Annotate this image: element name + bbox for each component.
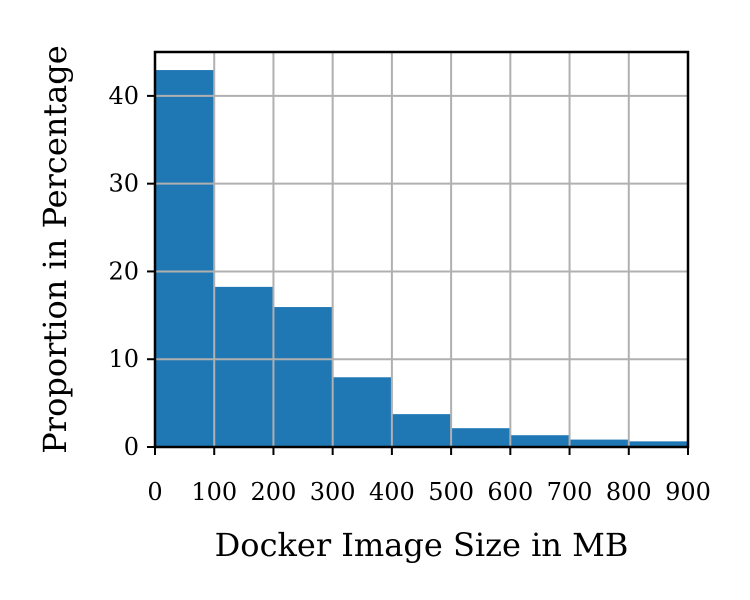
x-tick-label: 300 xyxy=(310,478,356,506)
histogram-bar xyxy=(213,285,274,448)
x-tick-label: 600 xyxy=(487,478,533,506)
histogram-bar xyxy=(272,306,334,448)
x-tick-label: 500 xyxy=(428,478,474,506)
histogram-bar xyxy=(391,413,452,448)
x-tick-label: 100 xyxy=(191,478,237,506)
y-tick-label: 20 xyxy=(108,257,139,285)
x-tick-label: 200 xyxy=(251,478,297,506)
y-tick-label: 0 xyxy=(124,433,139,461)
x-tick-label: 400 xyxy=(369,478,415,506)
y-axis-title: Proportion in Percentage xyxy=(36,45,74,453)
x-tick-label: 900 xyxy=(665,478,711,506)
plot-frame xyxy=(153,50,690,449)
histogram-bar xyxy=(154,69,215,448)
histogram-bar xyxy=(450,427,511,448)
histogram-bar xyxy=(509,434,571,448)
x-tick-label: 0 xyxy=(147,478,162,506)
ticks-layer: 0 100 200 300 400 500 600 700 800 900 0 10 20 30 40 xyxy=(108,82,710,506)
y-tick-label: 30 xyxy=(108,170,139,198)
y-tick-label: 40 xyxy=(108,82,139,110)
bars-layer xyxy=(154,69,689,448)
x-axis-title: Docker Image Size in MB xyxy=(215,526,629,564)
y-tick-label: 10 xyxy=(108,345,139,373)
x-tick-label: 800 xyxy=(606,478,652,506)
histogram-bar xyxy=(332,376,393,448)
x-tick-label: 700 xyxy=(547,478,593,506)
